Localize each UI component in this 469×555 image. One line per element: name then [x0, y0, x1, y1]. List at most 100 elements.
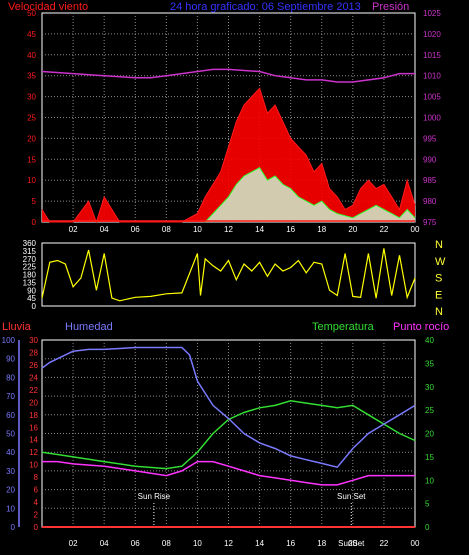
wind-speed-tick-label: 35: [27, 72, 36, 81]
humidity-tick-label: 0: [11, 523, 16, 532]
pressure-tick-label: 1025: [423, 9, 441, 18]
x-tick-label: 02: [69, 539, 78, 548]
pressure-tick-label: 1020: [423, 30, 441, 39]
temperature-label: Temperatura: [312, 321, 375, 333]
pressure-tick-label: 995: [423, 134, 437, 143]
temperature-tick-label: 25: [425, 406, 434, 415]
temperature-line: [41, 400, 416, 470]
humidity-line: [41, 346, 416, 469]
wind-speed-tick-label: 10: [27, 176, 36, 185]
wind-gust-area: [42, 88, 415, 222]
direction-tick-label: 360: [23, 239, 37, 248]
humidity-label: Humedad: [65, 321, 113, 333]
x-tick-label: 06: [131, 539, 140, 548]
x-tick-label: 14: [255, 225, 264, 234]
sunrise-label: Sun Rise: [138, 492, 171, 501]
sunset-axis-label: SunSet: [338, 539, 365, 548]
rain-tick-label: 4: [34, 498, 39, 507]
wind-speed-tick-label: 25: [27, 114, 36, 123]
direction-tick-label: 90: [27, 286, 36, 295]
rain-tick-label: 6: [34, 486, 39, 495]
x-tick-label: 10: [193, 539, 202, 548]
humidity-tick-label: 70: [6, 392, 15, 401]
x-tick-label: 20: [348, 539, 357, 548]
dewpoint-label: Punto rocío: [393, 321, 449, 333]
compass-label: W: [435, 256, 446, 268]
x-tick-label: 14: [255, 539, 264, 548]
direction-tick-label: 45: [27, 294, 36, 303]
rain-tick-label: 2: [34, 511, 39, 520]
x-tick-label: 16: [286, 539, 295, 548]
rain-tick-label: 14: [29, 436, 38, 445]
compass-label: N: [435, 306, 443, 318]
pressure-label: Presión: [372, 1, 409, 13]
pressure-tick-label: 1010: [423, 72, 441, 81]
rain-tick-label: 24: [29, 373, 38, 382]
temperature-tick-label: 5: [425, 500, 430, 509]
x-tick-label: 06: [131, 225, 140, 234]
wind-speed-tick-label: 40: [27, 51, 36, 60]
x-tick-label: 00: [411, 225, 420, 234]
x-tick-label: 08: [162, 539, 171, 548]
humidity-tick-label: 100: [2, 336, 16, 345]
direction-tick-label: 315: [23, 247, 37, 256]
x-tick-label: 00: [411, 539, 420, 548]
rain-tick-label: 10: [29, 461, 38, 470]
sunset-label: Sun Set: [337, 492, 366, 501]
temperature-tick-label: 0: [425, 523, 430, 532]
pressure-tick-label: 980: [423, 197, 437, 206]
chart-panels: 0510152025303540455097598098599099510001…: [2, 9, 446, 548]
humidity-tick-label: 60: [6, 411, 15, 420]
pressure-tick-label: 1015: [423, 51, 441, 60]
x-tick-label: 20: [348, 225, 357, 234]
compass-label: N: [435, 239, 443, 251]
temperature-tick-label: 15: [425, 453, 434, 462]
humidity-tick-label: 90: [6, 355, 15, 364]
rain-tick-label: 16: [29, 423, 38, 432]
rain-label: Lluvia: [2, 321, 32, 333]
temperature-tick-label: 20: [425, 430, 434, 439]
wind-speed-tick-label: 0: [32, 218, 37, 227]
direction-tick-label: 180: [23, 271, 37, 280]
wind-speed-tick-label: 20: [27, 134, 36, 143]
temperature-tick-label: 30: [425, 383, 434, 392]
direction-tick-label: 270: [23, 255, 37, 264]
rain-tick-label: 28: [29, 348, 38, 357]
rain-tick-label: 30: [29, 336, 38, 345]
temperature-tick-label: 35: [425, 359, 434, 368]
compass-label: S: [435, 273, 442, 285]
wind-average-line: [204, 167, 416, 223]
wind-speed-tick-label: 5: [32, 197, 37, 206]
wind-speed-tick-label: 50: [27, 9, 36, 18]
x-tick-label: 18: [317, 225, 326, 234]
humidity-tick-label: 10: [6, 504, 15, 513]
humidity-tick-label: 20: [6, 486, 15, 495]
pressure-tick-label: 990: [423, 155, 437, 164]
direction-tick-label: 225: [23, 263, 37, 272]
x-tick-label: 22: [379, 225, 388, 234]
wind-direction-line: [41, 248, 416, 302]
x-tick-label: 10: [193, 225, 202, 234]
x-tick-label: 16: [286, 225, 295, 234]
pressure-tick-label: 985: [423, 176, 437, 185]
wind-speed-tick-label: 30: [27, 93, 36, 102]
pressure-tick-label: 1005: [423, 93, 441, 102]
x-tick-label: 02: [69, 225, 78, 234]
chart-title: 24 hora graficado: 06 Septiembre 2013: [170, 1, 361, 13]
pressure-line: [41, 68, 415, 83]
rain-tick-label: 26: [29, 361, 38, 370]
x-tick-label: 18: [317, 539, 326, 548]
humidity-tick-label: 80: [6, 373, 15, 382]
rain-tick-label: 12: [29, 448, 38, 457]
wind-average-area: [205, 167, 415, 222]
x-tick-label: 04: [100, 225, 109, 234]
x-tick-label: 12: [224, 539, 233, 548]
x-tick-label: 22: [379, 539, 388, 548]
humidity-tick-label: 50: [6, 430, 15, 439]
x-tick-label: 08: [162, 225, 171, 234]
wind-gust-line: [41, 87, 416, 224]
rain-tick-label: 0: [34, 523, 39, 532]
wind-speed-tick-label: 15: [27, 155, 36, 164]
pressure-tick-label: 1000: [423, 114, 441, 123]
